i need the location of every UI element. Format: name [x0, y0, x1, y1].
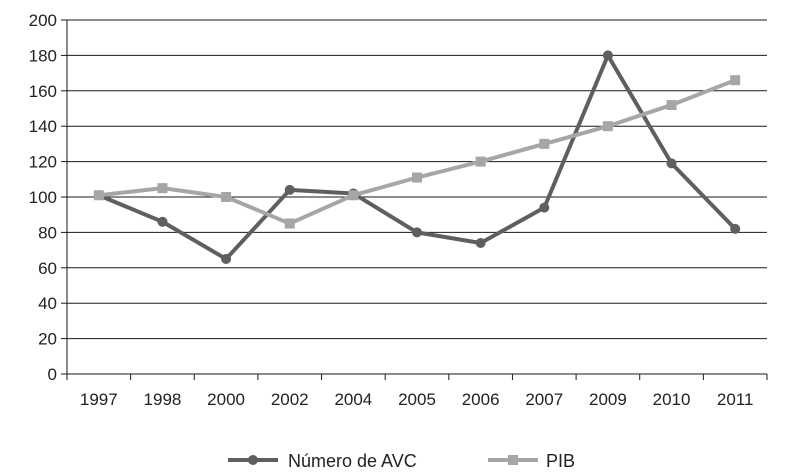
y-tick-label-80: 80 [38, 223, 57, 242]
y-tick-label-160: 160 [29, 82, 57, 101]
series-n-mero-de-avc [93, 50, 741, 264]
legend-label-n-mero-de-avc: Número de AVC [288, 451, 417, 471]
x-tick-label-2004: 2004 [334, 390, 372, 409]
legend-label-pib: PIB [546, 451, 575, 471]
y-tick-label-40: 40 [38, 294, 57, 313]
y-tick-label-200: 200 [29, 11, 57, 30]
point-n-mero-de-avc-2009 [602, 50, 613, 61]
x-tick-label-2010: 2010 [653, 390, 691, 409]
x-tick-label-2007: 2007 [525, 390, 563, 409]
y-tick-label-120: 120 [29, 153, 57, 172]
x-tick-label-2009: 2009 [589, 390, 627, 409]
point-pib-2000 [221, 192, 232, 202]
x-tick-label-2005: 2005 [398, 390, 436, 409]
legend: Número de AVC PIB [228, 451, 575, 471]
series-line-pib [98, 78, 736, 226]
legend-marker-n-mero-de-avc [248, 455, 258, 465]
point-pib-2011 [730, 75, 741, 86]
x-tick-label-2006: 2006 [462, 390, 500, 409]
point-n-mero-de-avc-2002 [284, 184, 295, 195]
point-pib-2006 [475, 156, 486, 167]
point-pib-1997 [93, 190, 104, 201]
x-axis: 1997 1998 2000 2002 2004 2005 2006 2007 2009 2010… [66, 373, 768, 409]
legend-item-pib: PIB [488, 451, 575, 471]
legend-marker-pib [508, 455, 518, 465]
point-pib-2002 [284, 218, 295, 229]
x-tick-label-1998: 1998 [144, 390, 182, 409]
y-tick-label-140: 140 [29, 117, 57, 136]
point-n-mero-de-avc-2010 [666, 158, 677, 169]
legend-item-n-mero-de-avc: Número de AVC [228, 451, 417, 471]
y-axis: 0 20 40 60 80 100 120 140 160 180 200 [29, 11, 68, 384]
series-layer [93, 50, 741, 264]
point-pib-2007 [539, 138, 550, 149]
y-tick-label-20: 20 [38, 330, 57, 349]
point-pib-2004 [348, 190, 359, 201]
x-tick-label-2011: 2011 [717, 390, 754, 409]
x-tick-label-1997: 1997 [80, 390, 118, 409]
point-n-mero-de-avc-2006 [475, 238, 486, 249]
point-n-mero-de-avc-1998 [157, 216, 168, 227]
series-pib [93, 75, 741, 229]
point-n-mero-de-avc-2007 [539, 202, 550, 213]
x-tick-label-2000: 2000 [207, 390, 245, 409]
x-tick-label-2002: 2002 [271, 390, 309, 409]
point-n-mero-de-avc-2005 [412, 227, 422, 238]
point-pib-2009 [602, 121, 613, 132]
point-pib-2005 [412, 172, 422, 183]
y-tick-label-60: 60 [38, 259, 57, 278]
point-n-mero-de-avc-2000 [221, 253, 232, 264]
y-tick-label-180: 180 [29, 46, 57, 65]
point-pib-1998 [157, 183, 168, 194]
y-tick-label-0: 0 [48, 365, 57, 384]
point-n-mero-de-avc-2011 [730, 223, 741, 234]
y-tick-label-100: 100 [29, 188, 57, 207]
point-pib-2010 [666, 99, 677, 110]
